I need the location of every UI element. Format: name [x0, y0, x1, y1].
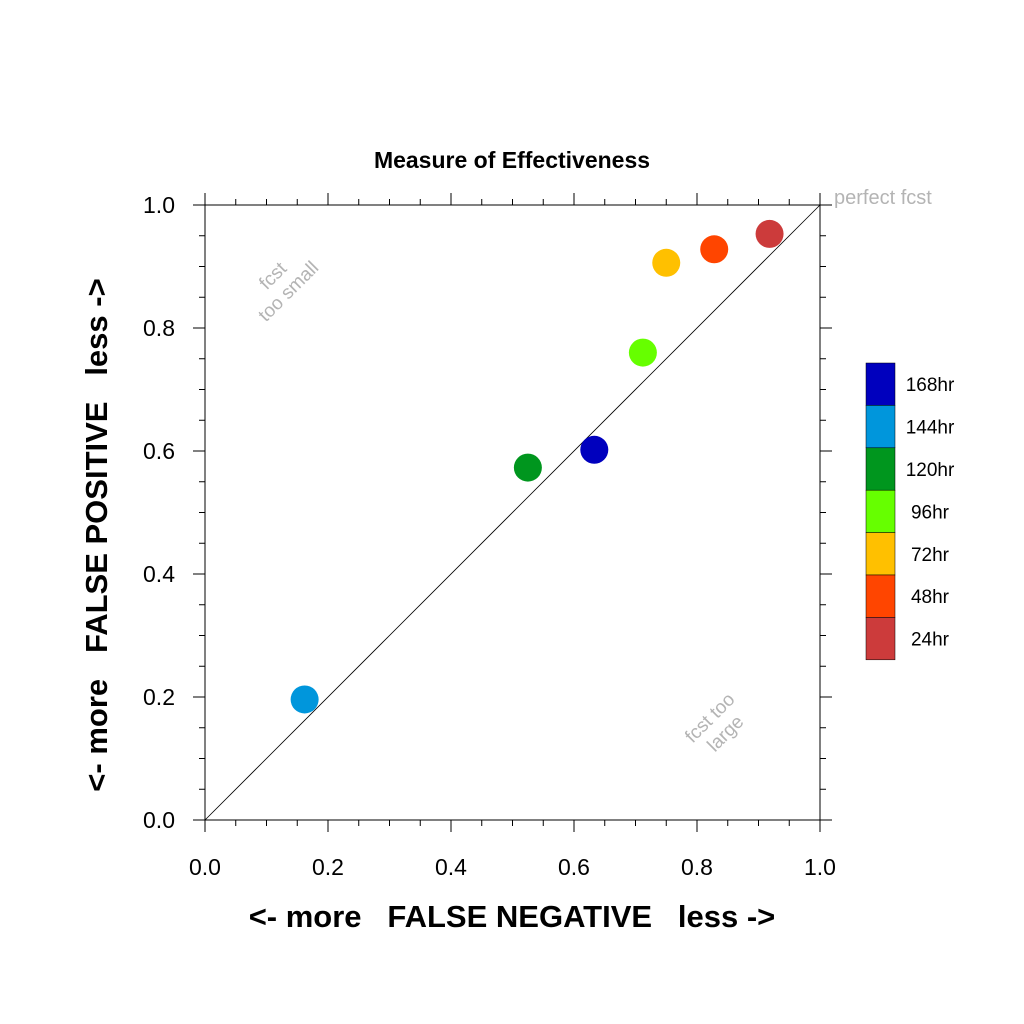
legend-label: 96hr	[911, 502, 950, 523]
x-tick-label: 0.8	[681, 854, 713, 880]
annotation-perfect-fcst: perfect fcst	[834, 187, 932, 209]
legend: 168hr 144hr 120hr 96hr 72hr 48hr 24hr	[865, 362, 955, 661]
y-tick-label: 0.4	[143, 561, 175, 587]
point-96hr	[628, 338, 657, 367]
point-120hr	[513, 453, 542, 482]
point-24hr	[755, 219, 784, 248]
x-tick-label: 0.0	[189, 854, 221, 880]
point-144hr	[290, 685, 319, 714]
diagonal-reference-line	[204, 204, 821, 821]
y-axis-label: <- more FALSE POSITIVE less ->	[79, 278, 114, 791]
legend-label: 24hr	[911, 630, 950, 651]
x-tick-label: 1.0	[804, 854, 836, 880]
legend-swatch	[865, 447, 896, 491]
x-tick-label: 0.6	[558, 854, 590, 880]
legend-swatch	[865, 574, 896, 618]
y-tick-label: 1.0	[143, 192, 175, 218]
y-tick-label: 0.8	[143, 315, 175, 341]
diagonal-line	[204, 204, 821, 821]
y-tick-label: 0.2	[143, 684, 175, 710]
legend-label: 168hr	[906, 375, 955, 396]
chart-title: Measure of Effectiveness	[374, 147, 650, 173]
axis-ticks	[193, 193, 832, 832]
point-72hr	[652, 248, 681, 277]
point-48hr	[700, 235, 729, 264]
x-axis-label: <- more FALSE NEGATIVE less ->	[249, 899, 776, 934]
legend-swatch	[865, 362, 896, 406]
legend-swatch	[865, 405, 896, 449]
y-tick-label: 0.6	[143, 438, 175, 464]
legend-label: 72hr	[911, 545, 950, 566]
legend-swatch	[865, 532, 896, 576]
legend-swatch	[865, 617, 896, 661]
point-168hr	[580, 435, 609, 464]
legend-swatch	[865, 489, 896, 533]
x-tick-label: 0.4	[435, 854, 467, 880]
legend-label: 48hr	[911, 587, 950, 608]
axis-tick-labels: 0.0 0.2 0.4 0.6 0.8 1.0 0.0 0.2 0.4 0.6 0.8 1.0	[143, 192, 836, 880]
legend-label: 120hr	[906, 460, 955, 481]
legend-label: 144hr	[906, 418, 955, 439]
data-points	[290, 219, 784, 714]
x-tick-label: 0.2	[312, 854, 344, 880]
y-tick-label: 0.0	[143, 807, 175, 833]
